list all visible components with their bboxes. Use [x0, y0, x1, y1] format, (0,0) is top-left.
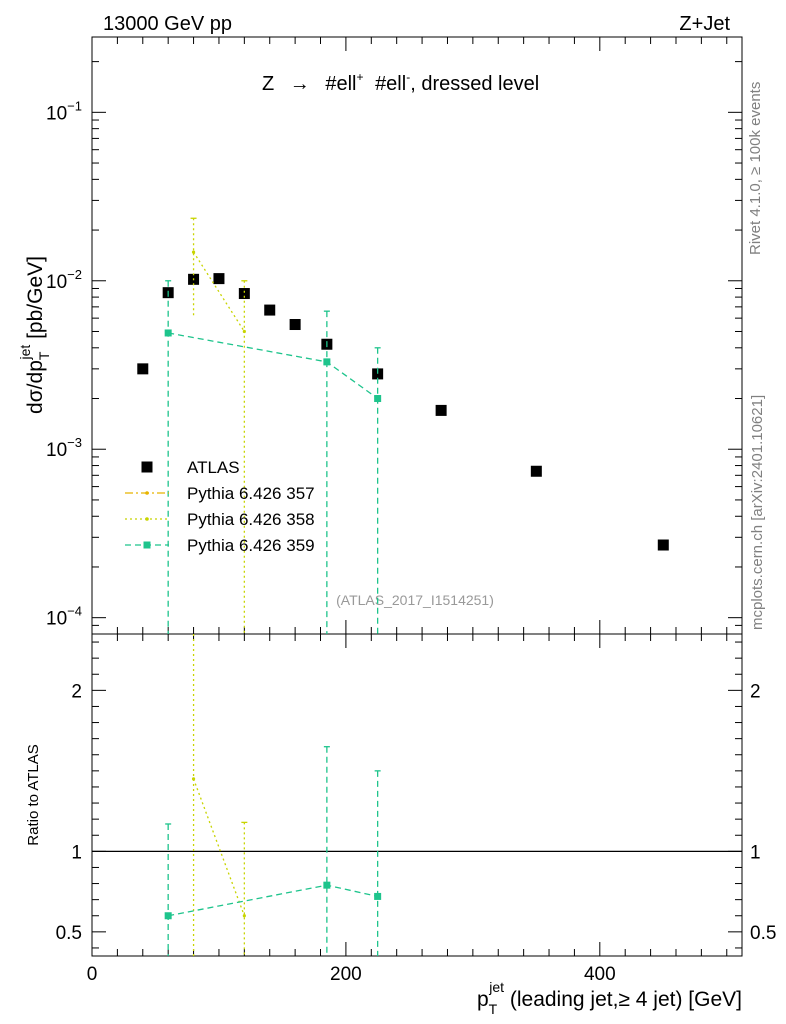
ratio-y-tick-label-right: 1 — [750, 842, 761, 863]
atlas-data-point — [238, 288, 250, 300]
ratio-point-py358 — [191, 777, 196, 781]
legend-marker-py358 — [145, 517, 149, 521]
legend-label-atlas: ATLAS — [187, 458, 240, 477]
ratio-y-tick-label-left: 2 — [71, 681, 82, 702]
ratio-y-axis-label: Ratio to ATLAS — [25, 744, 42, 845]
xlabel-p: p — [477, 988, 489, 1011]
xlabel-sup-jet: jet — [488, 979, 504, 995]
xlabel-rest: (leading jet,≥ 4 jet) [GeV] — [504, 988, 742, 1011]
rivet-version-label: Rivet 4.1.0, ≥ 100k events — [747, 82, 764, 255]
legend-label-py357: Pythia 6.426 357 — [187, 484, 315, 503]
plot-title: Z → #ell+ #ell-, dressed level — [262, 64, 539, 95]
x-tick-label: 200 — [330, 964, 362, 985]
main-point-py358 — [191, 250, 196, 254]
ratio-data-layer — [164, 634, 382, 956]
ratio-series-line-py358 — [192, 778, 245, 916]
title-ell-plus: #ell — [325, 73, 356, 95]
main-point-py359 — [374, 395, 382, 403]
main-point-py358 — [242, 329, 246, 334]
atlas-data-point — [435, 404, 447, 416]
ratio-y-tick-label-right: 0.5 — [750, 923, 776, 944]
main-point-py359 — [323, 358, 331, 366]
title-sup-plus: + — [356, 70, 363, 84]
y-tick-base: 10 — [46, 440, 67, 461]
ratio-y-tick-label-left: 1 — [71, 842, 82, 863]
ratio-point-py358 — [242, 914, 246, 918]
legend-marker-py359 — [143, 541, 151, 549]
atlas-data-point — [213, 273, 225, 285]
ratio-plot-frame — [91, 633, 743, 957]
title-arrow: → — [290, 73, 310, 95]
atlas-data-point — [372, 368, 384, 380]
main-data-layer — [137, 217, 669, 634]
main-axis-ticks: 10−110−210−310−4 — [46, 37, 742, 635]
main-y-axis-label: dσ/dpTjet [pb/GeV] — [17, 256, 52, 414]
ylabel-dsigma: dσ/dp — [24, 360, 47, 414]
ratio-point-py359 — [374, 892, 382, 900]
x-tick-label: 400 — [584, 964, 616, 985]
y-tick-label: 10−3 — [46, 435, 82, 461]
energy-label: 13000 GeV pp — [103, 13, 232, 35]
ylabel-units: [pb/GeV] — [24, 256, 47, 345]
main-series-line-py358 — [193, 251, 245, 332]
y-tick-label: 10−4 — [46, 604, 82, 630]
legend-label-py359: Pythia 6.426 359 — [187, 536, 315, 555]
x-tick-label: 0 — [87, 964, 98, 985]
atlas-data-point — [137, 363, 149, 375]
title-ell-minus: #ell — [375, 73, 406, 95]
atlas-data-point — [530, 465, 542, 477]
ratio-axis-ticks: 0.5 0.5 1 1 2 2 0 200 400 — [56, 634, 776, 985]
title-sup-minus: - — [406, 70, 410, 84]
y-tick-exponent: −4 — [67, 604, 82, 619]
xlabel-sub-t: T — [489, 1001, 498, 1017]
y-tick-label: 10−2 — [46, 267, 82, 293]
y-tick-label: 10−1 — [46, 98, 82, 124]
atlas-data-point — [657, 539, 669, 551]
y-tick-base: 10 — [46, 272, 67, 293]
legend: ATLAS Pythia 6.426 357 Pythia 6.426 358 Pyt… — [125, 458, 315, 555]
legend-marker-atlas — [141, 461, 153, 473]
y-tick-exponent: −2 — [67, 267, 82, 282]
y-tick-exponent: −3 — [67, 435, 82, 450]
y-tick-exponent: −1 — [67, 98, 82, 113]
ratio-point-py359 — [164, 912, 172, 920]
main-point-py359 — [164, 329, 172, 337]
legend-marker-py357 — [145, 491, 149, 495]
mcplots-citation-label: mcplots.cern.ch [arXiv:2401.10621] — [749, 395, 766, 630]
ylabel-sub-t: T — [36, 351, 52, 360]
y-tick-base: 10 — [46, 103, 67, 124]
ratio-point-py359 — [323, 881, 331, 889]
ylabel-sup-jet: jet — [17, 345, 33, 361]
atlas-data-point — [264, 304, 276, 316]
x-axis-label: pTjet (leading jet,≥ 4 jet) [GeV] — [477, 979, 742, 1017]
y-tick-base: 10 — [46, 609, 67, 630]
legend-label-py358: Pythia 6.426 358 — [187, 510, 315, 529]
atlas-data-point — [289, 319, 301, 331]
title-z: Z — [262, 73, 274, 95]
main-series-line-py359 — [168, 332, 379, 400]
process-label: Z+Jet — [679, 13, 730, 35]
ratio-series-line-py359 — [168, 884, 378, 917]
ratio-y-tick-label-right: 2 — [750, 681, 761, 702]
title-tail: , dressed level — [410, 73, 539, 95]
ratio-y-tick-label-left: 0.5 — [56, 923, 82, 944]
analysis-reference-label: (ATLAS_2017_I1514251) — [336, 592, 494, 608]
